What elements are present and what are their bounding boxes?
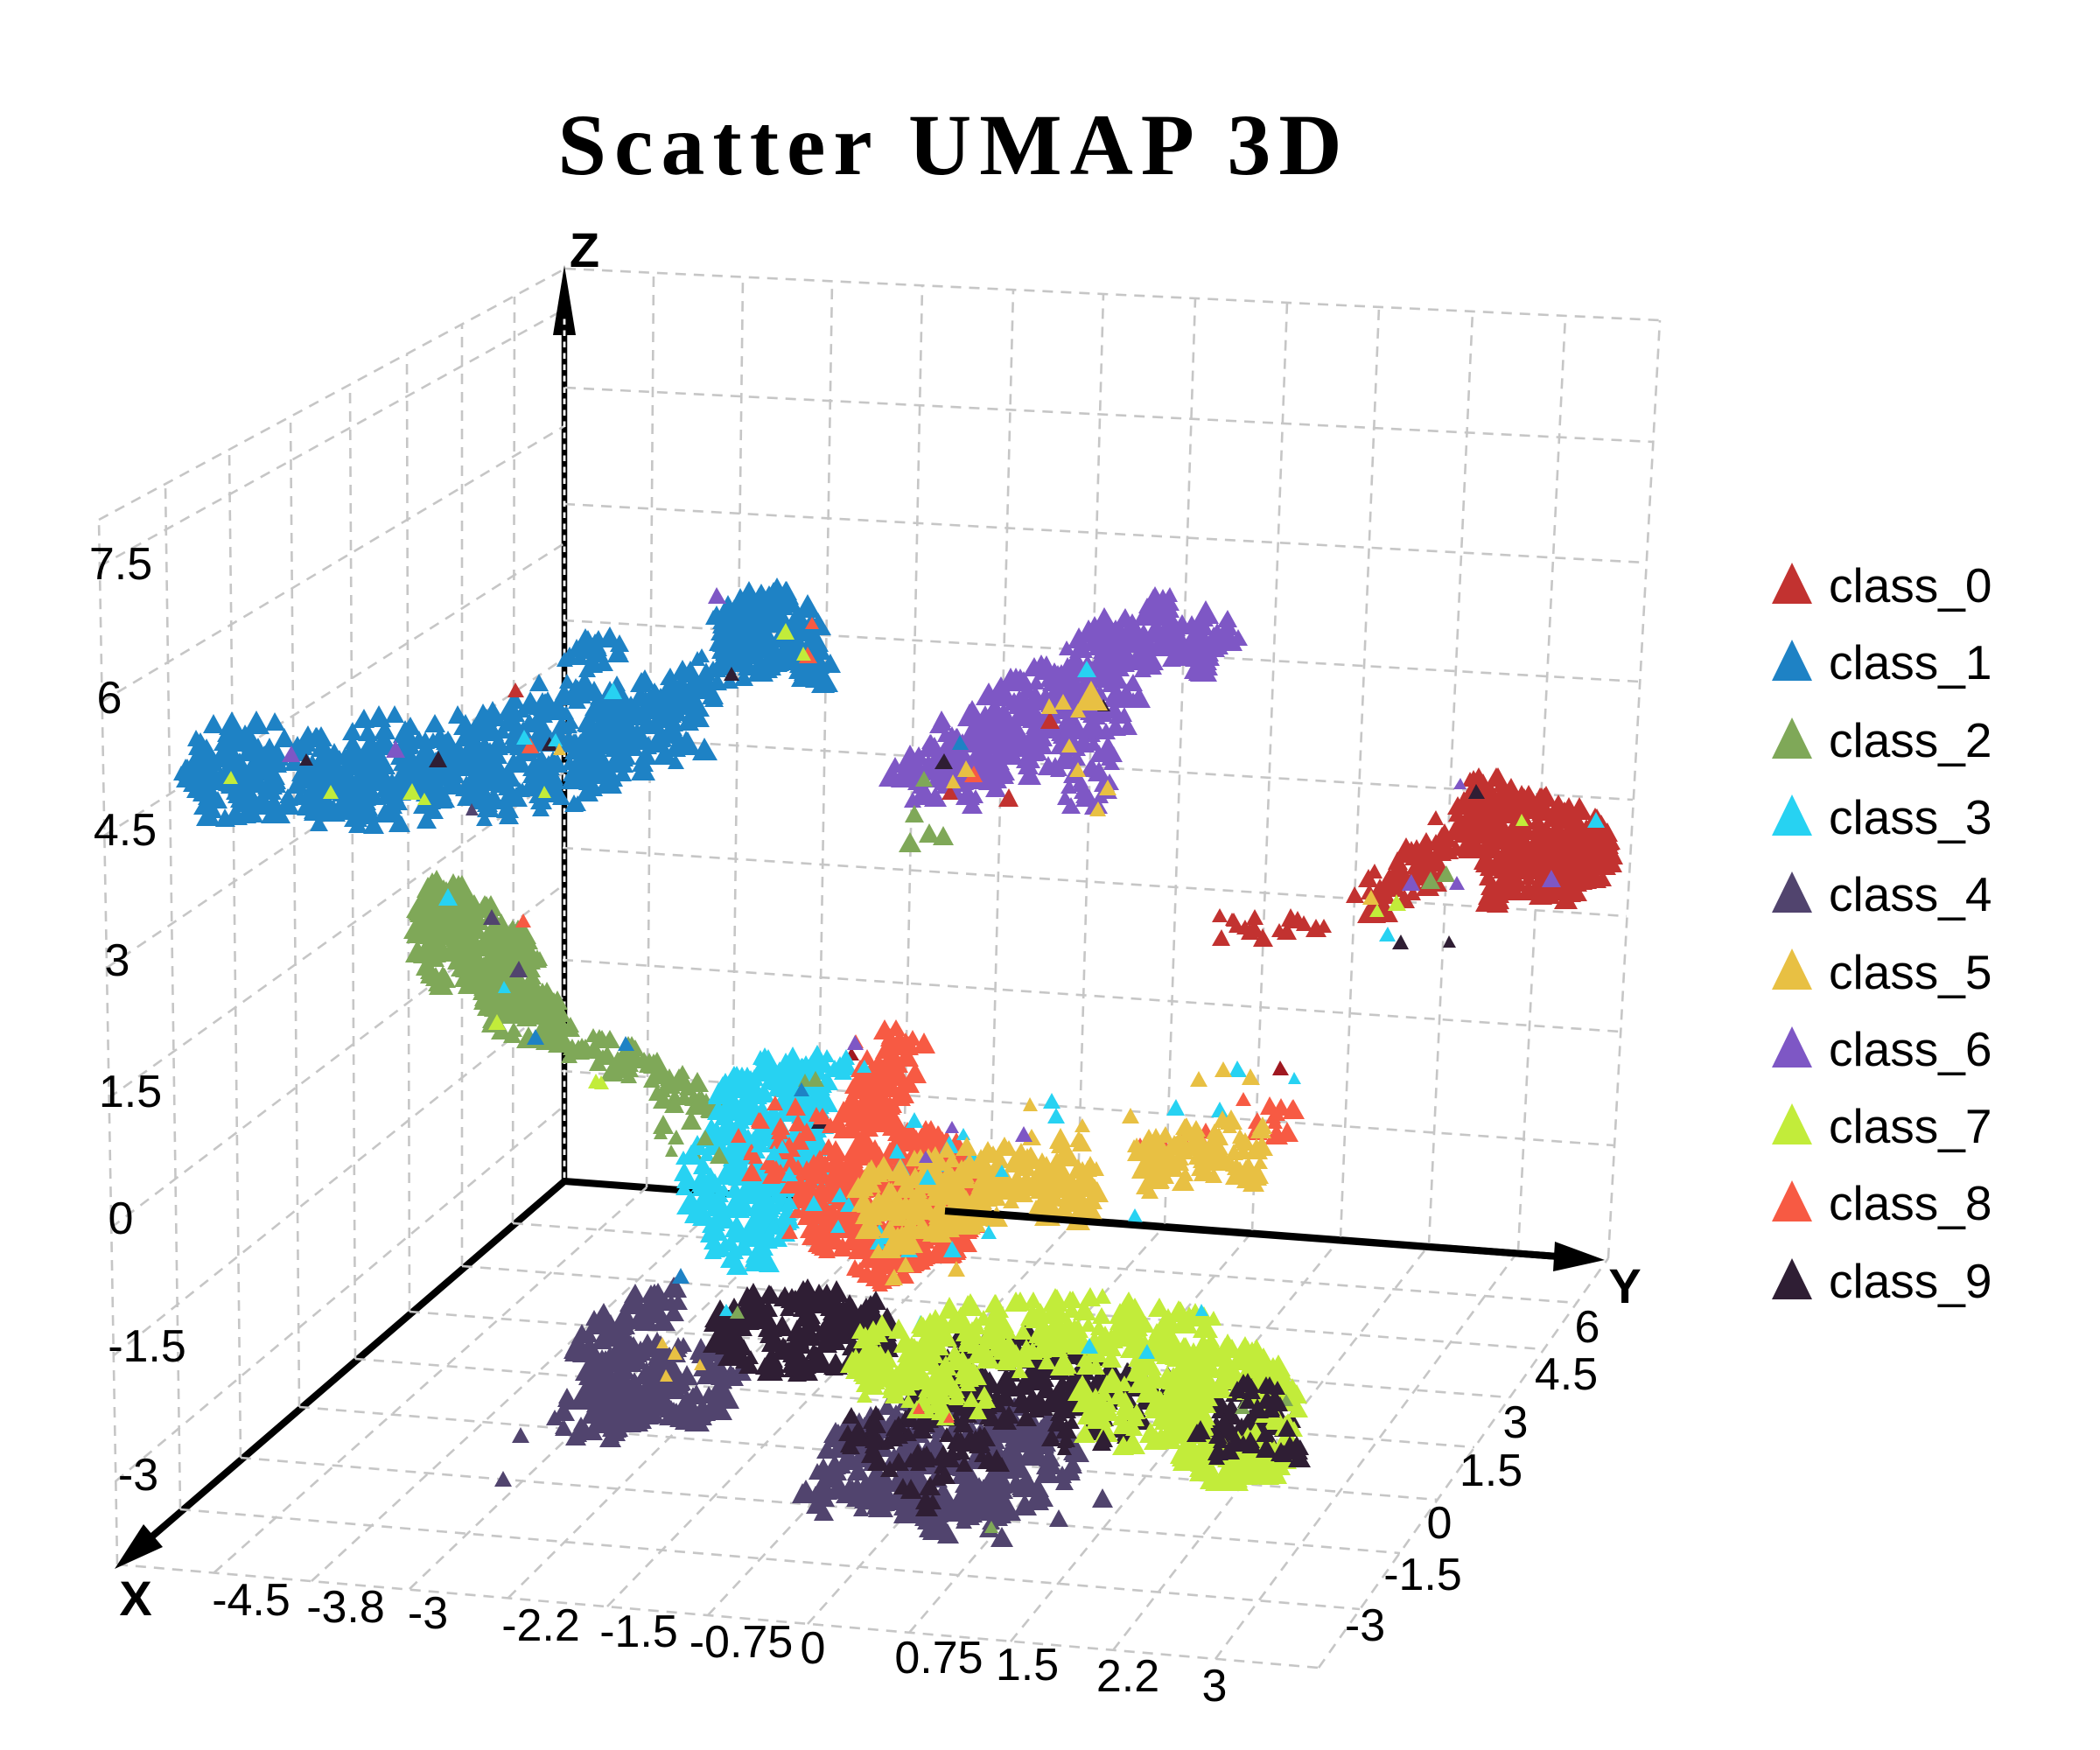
svg-text:4.5: 4.5 [1535, 1349, 1598, 1400]
svg-text:3: 3 [1202, 1661, 1228, 1712]
svg-text:-1.5: -1.5 [599, 1606, 678, 1657]
svg-text:-1.5: -1.5 [1383, 1550, 1462, 1600]
svg-text:0.75: 0.75 [894, 1633, 983, 1684]
svg-text:-2.2: -2.2 [501, 1600, 580, 1651]
svg-text:Z: Z [570, 222, 599, 277]
svg-text:Y: Y [1608, 1258, 1641, 1313]
svg-text:class_8: class_8 [1829, 1176, 1992, 1230]
svg-text:class_6: class_6 [1829, 1022, 1992, 1076]
svg-text:X: X [119, 1571, 151, 1626]
svg-text:3: 3 [1503, 1397, 1529, 1448]
svg-text:0: 0 [801, 1623, 826, 1674]
svg-text:-3: -3 [1345, 1600, 1385, 1651]
svg-text:class_4: class_4 [1829, 867, 1992, 921]
svg-text:class_2: class_2 [1829, 713, 1992, 767]
svg-text:6: 6 [1575, 1302, 1600, 1353]
svg-text:3: 3 [105, 935, 130, 986]
svg-text:-3: -3 [118, 1450, 158, 1501]
svg-text:-3.8: -3.8 [306, 1582, 385, 1633]
svg-text:0: 0 [1427, 1498, 1452, 1549]
svg-text:Scatter UMAP 3D: Scatter UMAP 3D [557, 96, 1349, 193]
svg-text:class_3: class_3 [1829, 790, 1992, 844]
svg-text:1.5: 1.5 [1460, 1446, 1522, 1496]
svg-text:-4.5: -4.5 [212, 1575, 290, 1626]
svg-text:1.5: 1.5 [99, 1067, 162, 1117]
svg-text:-1.5: -1.5 [108, 1321, 186, 1372]
svg-text:class_5: class_5 [1829, 945, 1992, 999]
svg-text:4.5: 4.5 [94, 805, 157, 856]
svg-text:class_1: class_1 [1829, 635, 1992, 690]
svg-text:-3: -3 [408, 1588, 448, 1639]
svg-text:1.5: 1.5 [996, 1640, 1059, 1690]
svg-text:6: 6 [97, 673, 122, 724]
svg-text:class_7: class_7 [1829, 1099, 1992, 1153]
svg-text:-0.75: -0.75 [690, 1617, 794, 1668]
svg-text:7.5: 7.5 [89, 539, 152, 590]
svg-text:class_0: class_0 [1829, 558, 1992, 612]
svg-text:2.2: 2.2 [1096, 1651, 1159, 1702]
svg-text:class_9: class_9 [1829, 1254, 1992, 1308]
svg-text:0: 0 [108, 1194, 134, 1244]
